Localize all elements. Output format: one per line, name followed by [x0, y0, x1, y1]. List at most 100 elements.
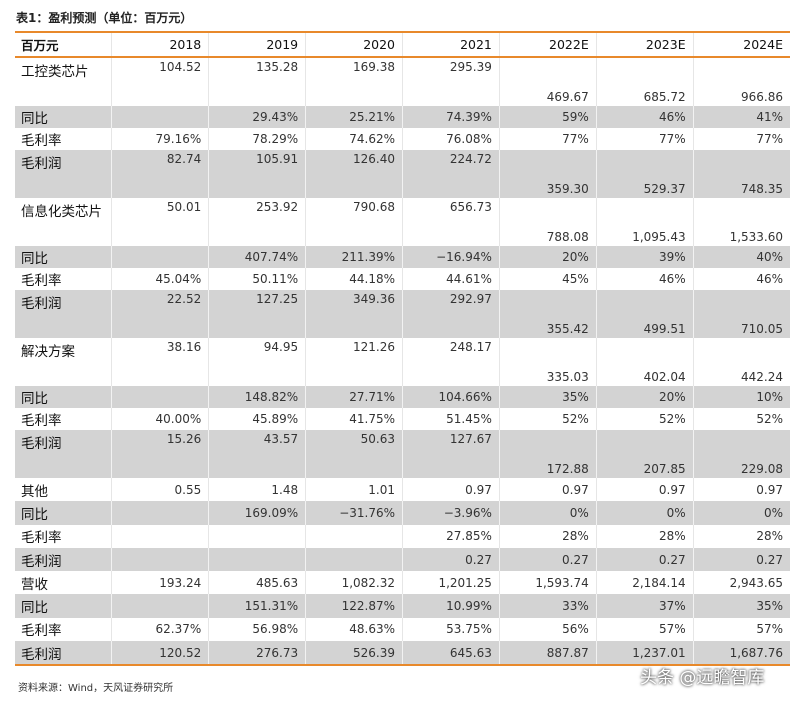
cell: 887.87 — [498, 641, 597, 666]
cell: 35% — [692, 594, 790, 618]
cell: 0% — [498, 501, 597, 525]
table-row: 同比 29.43% 25.21% 74.39% 59% 46% 41% — [15, 106, 790, 128]
row-label: 营收 — [21, 576, 48, 593]
cell: 127.67 — [402, 430, 500, 478]
cell: 28% — [595, 524, 694, 548]
cell: 15.26 — [111, 430, 209, 478]
cell: −3.96% — [402, 501, 500, 525]
cell: 121.26 — [305, 338, 403, 386]
cell — [111, 501, 209, 525]
table-title: 表1：盈利预测（单位：百万元） — [16, 11, 193, 25]
cell: 79.16% — [111, 128, 209, 150]
header-cell: 2022E — [498, 32, 597, 58]
table-row: 毛利率 62.37% 56.98% 48.63% 53.75% 56% 57% 57% — [15, 617, 790, 642]
cell: 43.57 — [208, 430, 306, 478]
cell: 790.68 — [305, 198, 403, 246]
row-label: 同比 — [15, 594, 112, 618]
table-row: 同比 148.82% 27.71% 104.66% 35% 20% 10% — [15, 386, 790, 408]
cell: 469.67 — [498, 57, 597, 106]
cell: 645.63 — [402, 641, 500, 666]
cell: 135.28 — [208, 57, 306, 106]
watermark: 头条 @远瞻智库 — [640, 668, 765, 688]
cell — [111, 547, 209, 572]
cell: 529.37 — [595, 150, 694, 198]
row-label: 同比 — [15, 246, 112, 268]
cell: 74.62% — [305, 128, 403, 150]
cell: 10.99% — [402, 594, 500, 618]
table-row: 同比 407.74% 211.39% −16.94% 20% 39% 40% — [15, 246, 790, 268]
cell: 295.39 — [402, 57, 500, 106]
cell: 1,082.32 — [305, 571, 403, 595]
cell: 211.39% — [305, 246, 403, 268]
row-label: 同比 — [15, 386, 112, 408]
cell: 788.08 — [498, 198, 597, 246]
cell: 1,237.01 — [595, 641, 694, 666]
row-label: 毛利率 — [21, 133, 62, 149]
cell: 122.87% — [305, 594, 403, 618]
cell: 1,687.76 — [692, 641, 790, 666]
cell: 485.63 — [208, 571, 306, 595]
cell: 355.42 — [498, 290, 597, 338]
cell — [305, 547, 403, 572]
table-row: 解决方案 38.16 94.95 121.26 248.17 335.03 402.04 44… — [15, 338, 790, 386]
cell: 41% — [692, 106, 790, 128]
cell: 20% — [498, 246, 597, 268]
cell: 74.39% — [402, 106, 500, 128]
cell: 276.73 — [208, 641, 306, 666]
cell: 57% — [595, 617, 694, 642]
cell: 2,184.14 — [595, 571, 694, 595]
cell: 39% — [595, 246, 694, 268]
table-row: 毛利率 40.00% 45.89% 41.75% 51.45% 52% 52% 52% — [15, 408, 790, 430]
cell: 0% — [595, 501, 694, 525]
cell: 193.24 — [111, 571, 209, 595]
cell: 77% — [692, 128, 790, 150]
cell — [111, 106, 209, 128]
cell: 1,095.43 — [595, 198, 694, 246]
cell: 0.55 — [111, 478, 209, 502]
table-row: 毛利润 15.26 43.57 50.63 127.67 172.88 207.85 229.… — [15, 430, 790, 478]
cell: 27.71% — [305, 386, 403, 408]
header-cell: 2021 — [402, 32, 500, 58]
cell: 710.05 — [692, 290, 790, 338]
cell: 335.03 — [498, 338, 597, 386]
row-label: 毛利率 — [21, 413, 62, 429]
cell: 0% — [692, 501, 790, 525]
table-row: 营收 193.24 485.63 1,082.32 1,201.25 1,593.74 2,… — [15, 571, 790, 595]
cell: 1,201.25 — [402, 571, 500, 595]
cell: 407.74% — [208, 246, 306, 268]
cell: 50.63 — [305, 430, 403, 478]
row-label: 解决方案 — [21, 344, 75, 360]
table-row: 同比 151.31% 122.87% 10.99% 33% 37% 35% — [15, 594, 790, 618]
cell: 1,533.60 — [692, 198, 790, 246]
header-cell: 2019 — [208, 32, 306, 58]
cell: 0.27 — [692, 547, 790, 572]
header-cell: 2020 — [305, 32, 403, 58]
source-note: 资料来源：Wind，天风证券研究所 — [18, 683, 174, 694]
cell: 207.85 — [595, 430, 694, 478]
cell: 76.08% — [402, 128, 500, 150]
cell: 292.97 — [402, 290, 500, 338]
cell: 1.01 — [305, 478, 403, 502]
table-row: 工控类芯片 104.52 135.28 169.38 295.39 469.67 685.7… — [15, 57, 790, 106]
cell: 0.97 — [595, 478, 694, 502]
cell: 0.27 — [402, 547, 500, 572]
cell: 57% — [692, 617, 790, 642]
cell: 77% — [595, 128, 694, 150]
header-cell: 2023E — [595, 32, 694, 58]
row-label: 毛利润 — [15, 547, 112, 572]
row-label: 毛利润 — [15, 150, 112, 198]
table-row: 毛利润 120.52 276.73 526.39 645.63 887.87 1,237.0… — [15, 641, 790, 666]
cell — [111, 524, 209, 548]
cell: 0.97 — [498, 478, 597, 502]
cell: 41.75% — [305, 408, 403, 430]
cell: 656.73 — [402, 198, 500, 246]
cell: 499.51 — [595, 290, 694, 338]
cell: 51.45% — [402, 408, 500, 430]
cell: 78.29% — [208, 128, 306, 150]
cell: 104.52 — [111, 57, 209, 106]
cell: 59% — [498, 106, 597, 128]
cell: −31.76% — [305, 501, 403, 525]
cell: 402.04 — [595, 338, 694, 386]
cell: 1.48 — [208, 478, 306, 502]
